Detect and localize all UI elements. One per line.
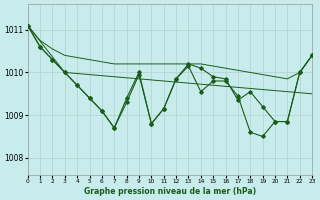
X-axis label: Graphe pression niveau de la mer (hPa): Graphe pression niveau de la mer (hPa) xyxy=(84,187,256,196)
